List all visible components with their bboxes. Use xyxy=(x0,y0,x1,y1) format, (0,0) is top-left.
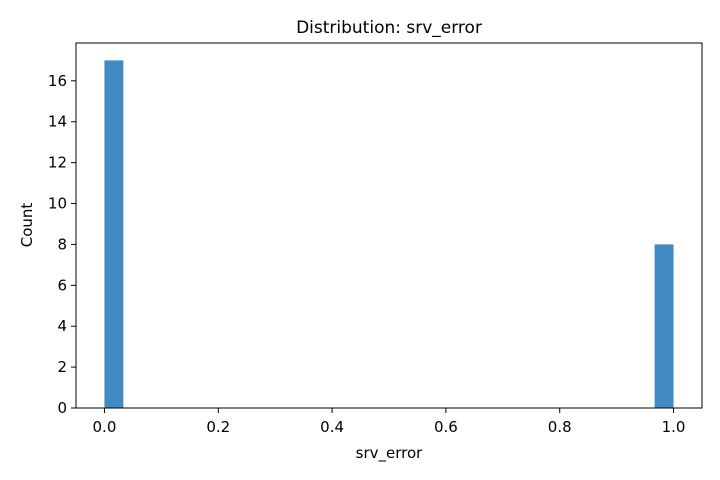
bars-group xyxy=(104,60,674,408)
chart-title: Distribution: srv_error xyxy=(296,18,482,38)
y-tick-label-0: 0 xyxy=(57,399,67,417)
x-tick-label-5: 1.0 xyxy=(662,418,686,436)
x-tick-label-2: 0.4 xyxy=(320,418,344,436)
x-tick-label-3: 0.6 xyxy=(434,418,458,436)
y-tick-label-3: 6 xyxy=(57,276,67,294)
y-axis-label: Count xyxy=(18,203,36,248)
x-tick-label-1: 0.2 xyxy=(206,418,230,436)
y-ticks-group: 0 2 4 6 8 10 12 14 16 xyxy=(48,72,76,417)
x-ticks-group: 0.0 0.2 0.4 0.6 0.8 1.0 xyxy=(93,408,686,436)
x-tick-label-4: 0.8 xyxy=(548,418,572,436)
y-tick-label-6: 12 xyxy=(48,154,67,172)
histogram-bar-1 xyxy=(654,244,674,408)
histogram-bar-0 xyxy=(104,60,124,408)
plot-frame xyxy=(75,42,703,409)
x-tick-label-0: 0.0 xyxy=(93,418,117,436)
y-tick-label-2: 4 xyxy=(57,317,67,335)
x-axis-label: srv_error xyxy=(356,444,424,463)
y-tick-label-1: 2 xyxy=(57,358,67,376)
y-tick-label-8: 16 xyxy=(48,72,67,90)
y-tick-label-7: 14 xyxy=(48,113,67,131)
y-tick-label-5: 10 xyxy=(48,195,67,213)
y-tick-label-4: 8 xyxy=(57,235,67,253)
